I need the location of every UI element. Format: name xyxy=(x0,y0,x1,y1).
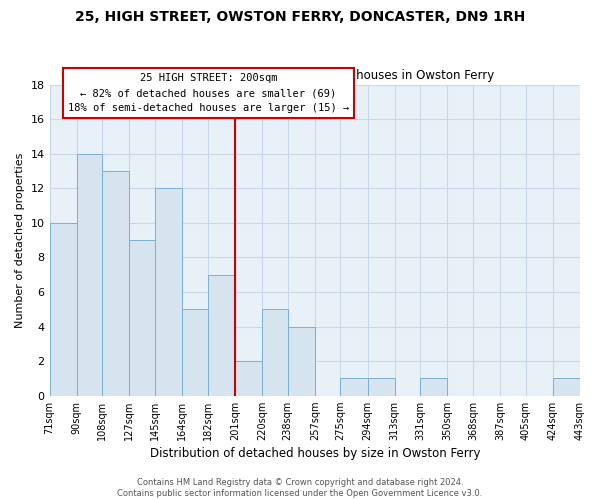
Text: 25, HIGH STREET, OWSTON FERRY, DONCASTER, DN9 1RH: 25, HIGH STREET, OWSTON FERRY, DONCASTER… xyxy=(75,10,525,24)
Bar xyxy=(50,223,77,396)
Bar xyxy=(262,310,287,396)
Title: Size of property relative to detached houses in Owston Ferry: Size of property relative to detached ho… xyxy=(135,69,494,82)
Bar xyxy=(130,240,155,396)
Bar xyxy=(340,378,368,396)
Bar xyxy=(208,274,235,396)
Bar xyxy=(420,378,448,396)
Bar xyxy=(77,154,103,396)
Bar xyxy=(553,378,580,396)
Text: 25 HIGH STREET: 200sqm
← 82% of detached houses are smaller (69)
18% of semi-det: 25 HIGH STREET: 200sqm ← 82% of detached… xyxy=(68,74,349,113)
X-axis label: Distribution of detached houses by size in Owston Ferry: Distribution of detached houses by size … xyxy=(149,447,480,460)
Text: Contains HM Land Registry data © Crown copyright and database right 2024.
Contai: Contains HM Land Registry data © Crown c… xyxy=(118,478,482,498)
Bar xyxy=(155,188,182,396)
Y-axis label: Number of detached properties: Number of detached properties xyxy=(15,152,25,328)
Bar xyxy=(287,326,315,396)
Bar xyxy=(182,310,208,396)
Bar xyxy=(368,378,395,396)
Bar xyxy=(235,361,262,396)
Bar xyxy=(103,171,130,396)
